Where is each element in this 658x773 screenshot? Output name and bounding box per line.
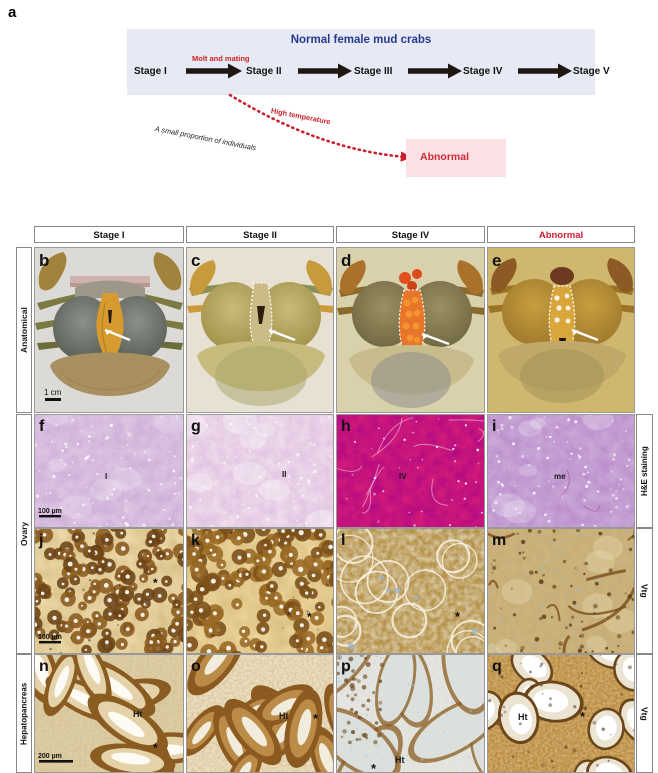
svg-text:1 cm: 1 cm	[44, 388, 62, 397]
svg-text:Ht: Ht	[133, 709, 143, 719]
svg-text:Ht: Ht	[518, 712, 528, 722]
svg-text:k: k	[191, 532, 200, 549]
svg-text:f: f	[39, 418, 45, 435]
svg-text:*: *	[153, 741, 158, 755]
svg-text:m: m	[492, 532, 506, 549]
svg-text:100 µm: 100 µm	[38, 634, 62, 641]
svg-text:h: h	[341, 418, 351, 435]
svg-text:*: *	[307, 610, 312, 624]
svg-text:l: l	[341, 532, 345, 549]
svg-text:q: q	[492, 658, 502, 675]
svg-text:Ht: Ht	[395, 755, 405, 765]
svg-text:j: j	[38, 532, 43, 549]
svg-text:II: II	[282, 470, 286, 479]
svg-text:IV: IV	[399, 472, 407, 481]
svg-text:g: g	[191, 418, 201, 435]
svg-text:o: o	[191, 658, 201, 675]
svg-text:e: e	[492, 251, 501, 270]
svg-text:p: p	[341, 658, 351, 675]
svg-text:c: c	[191, 251, 200, 270]
svg-text:b: b	[39, 251, 49, 270]
svg-text:200 µm: 200 µm	[38, 753, 62, 760]
svg-text:I: I	[105, 472, 107, 481]
svg-text:n: n	[39, 658, 49, 675]
svg-text:me: me	[554, 472, 566, 481]
svg-text:d: d	[341, 251, 351, 270]
svg-text:100 µm: 100 µm	[38, 508, 62, 515]
svg-text:i: i	[492, 418, 496, 435]
svg-text:*: *	[153, 576, 158, 590]
svg-text:Ht: Ht	[279, 711, 289, 721]
